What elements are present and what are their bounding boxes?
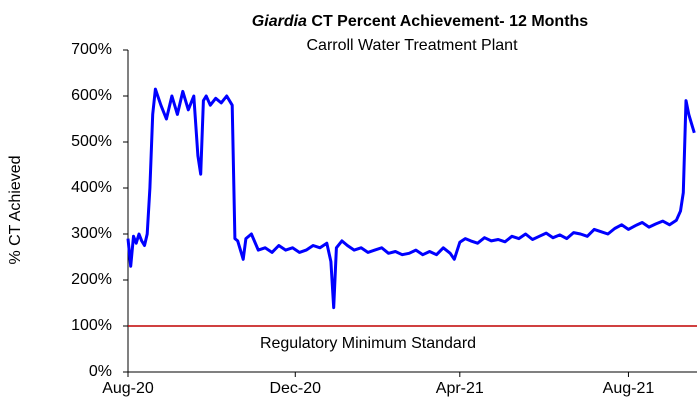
y-tick-label: 700% [71, 41, 112, 58]
y-tick-label: 400% [71, 179, 112, 196]
chart-subtitle: Carroll Water Treatment Plant [306, 37, 518, 54]
chart-title: Giardia CT Percent Achievement- 12 Month… [252, 13, 589, 30]
chart-title-italic: Giardia [252, 13, 307, 30]
x-tick-label: Apr-21 [436, 380, 484, 397]
y-tick-label: 100% [71, 317, 112, 334]
data-line [126, 87, 696, 310]
y-tick-label: 200% [71, 271, 112, 288]
y-tick-label: 300% [71, 225, 112, 242]
y-tick-label: 500% [71, 133, 112, 150]
x-tick-label: Dec-20 [269, 380, 321, 397]
y-tick-label: 600% [71, 87, 112, 104]
x-tick-label: Aug-21 [603, 380, 655, 397]
chart-title-main: CT Percent Achievement- 12 Months [311, 13, 588, 30]
y-tick-label: 0% [89, 363, 112, 380]
annotation: Regulatory Minimum Standard [260, 335, 476, 352]
x-tick-label: Aug-20 [102, 380, 154, 397]
y-axis-label: % CT Achieved [7, 155, 24, 264]
